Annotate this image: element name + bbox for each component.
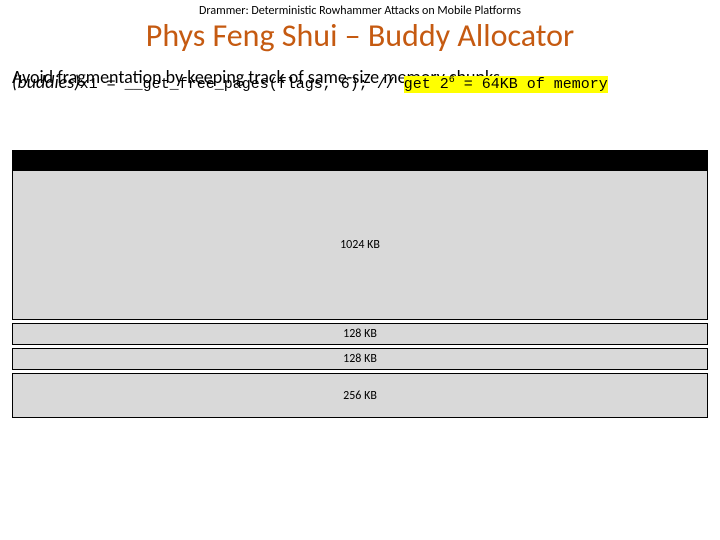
code-highlight2: = 64KB of memory bbox=[455, 76, 608, 93]
block-1024: 1024 KB bbox=[12, 170, 708, 320]
code-highlight1: get 2 bbox=[404, 76, 449, 93]
code-part1: x1 = __get_free_pages(flags, 6); // bbox=[80, 76, 404, 93]
page-title: Phys Feng Shui – Buddy Allocator bbox=[0, 16, 720, 55]
block-256: 256 KB bbox=[12, 373, 708, 418]
block-128b: 128 KB bbox=[12, 348, 708, 370]
block-dark-top bbox=[12, 150, 708, 170]
buddies-italic: (buddies) bbox=[12, 71, 80, 93]
code-line: (buddies)x1 = __get_free_pages(flags, 6)… bbox=[0, 71, 720, 93]
code-exponent: 6 bbox=[449, 75, 455, 86]
code-exponent-wrap: 6 bbox=[449, 76, 455, 93]
block-128a: 128 KB bbox=[12, 323, 708, 345]
memory-diagram: 1024 KB 128 KB 128 KB 256 KB bbox=[12, 150, 708, 418]
